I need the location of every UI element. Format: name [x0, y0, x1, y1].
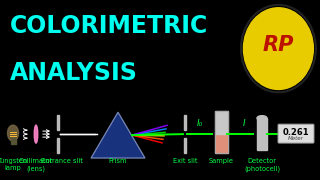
- Text: Prism: Prism: [109, 158, 127, 164]
- Text: I: I: [243, 119, 245, 128]
- Text: Exit slit: Exit slit: [173, 158, 197, 164]
- Text: Collimator
(lens): Collimator (lens): [19, 158, 53, 172]
- Bar: [215, 111, 228, 134]
- Bar: [57, 115, 59, 130]
- Bar: [11, 139, 15, 144]
- Bar: [215, 111, 228, 153]
- Text: Meter: Meter: [288, 136, 304, 141]
- Text: Tungsten
lamp: Tungsten lamp: [0, 158, 28, 171]
- Bar: [184, 115, 186, 130]
- Bar: [184, 138, 186, 153]
- Ellipse shape: [257, 116, 267, 121]
- Text: RP: RP: [263, 35, 294, 55]
- Text: Detector
(photocell): Detector (photocell): [244, 158, 280, 172]
- Text: COLORIMETRIC: COLORIMETRIC: [10, 14, 208, 38]
- Text: I₀: I₀: [197, 119, 203, 128]
- FancyBboxPatch shape: [278, 124, 314, 143]
- Text: Sample: Sample: [209, 158, 234, 164]
- Ellipse shape: [34, 125, 38, 143]
- Text: ANALYSIS: ANALYSIS: [10, 61, 137, 85]
- Text: Entrance slit: Entrance slit: [41, 158, 83, 164]
- Bar: [57, 138, 59, 153]
- Bar: [257, 118, 267, 150]
- Text: 0.261: 0.261: [283, 128, 309, 137]
- Bar: [215, 134, 228, 153]
- Circle shape: [244, 8, 313, 89]
- Polygon shape: [91, 112, 145, 158]
- Ellipse shape: [7, 125, 19, 141]
